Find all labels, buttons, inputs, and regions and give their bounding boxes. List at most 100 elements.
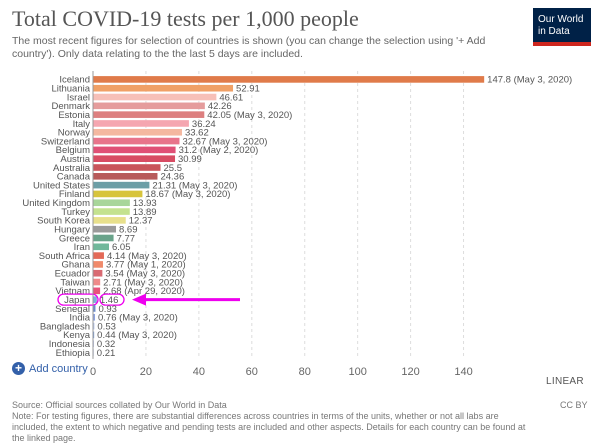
value-label: 7.77 [117,233,136,244]
value-label: 0.76 (May 3, 2020) [98,313,178,324]
category-label: Vietnam [55,286,90,297]
value-label: 33.62 [185,128,209,139]
bar [93,173,158,180]
x-tick-label: 100 [348,366,366,378]
bar [93,111,205,118]
bar [93,243,110,251]
bar [93,199,130,207]
category-label: Israel [67,92,90,103]
bar [93,146,176,154]
value-label: 42.05 (May 3, 2020) [207,110,292,121]
chart-source: Source: Official sources collated by Our… [12,400,532,444]
chart-subtitle: The most recent figures for selection of… [12,35,486,60]
bar [93,137,180,145]
category-label: South Africa [39,251,91,262]
bar [93,322,95,330]
value-label: 0.32 [97,339,116,350]
value-label: 2.68 (Apr 29, 2020) [103,286,185,297]
owid-logo[interactable]: Our World in Data [533,8,591,46]
value-label: 13.89 [133,207,157,218]
bar [93,305,96,312]
category-label: Switzerland [41,136,90,147]
category-label: United Kingdom [22,198,90,209]
bar [93,331,95,339]
category-label: United States [33,180,90,191]
bar [93,313,96,321]
logo-line-1: Our World [538,14,584,25]
highlight-arrow-head [132,293,146,306]
value-label: 25.5 [163,163,182,174]
value-label: 30.99 [178,154,202,165]
value-label: 0.93 [98,304,117,315]
bar [93,225,116,233]
highlight-ring [99,293,125,306]
bar [93,128,182,136]
value-label: 21.31 (May 3, 2020) [152,180,237,191]
bar [93,120,189,127]
value-label: 6.05 [112,242,130,253]
bar [93,93,217,101]
add-country-button[interactable]: + Add country [12,362,88,375]
bar [93,208,130,215]
category-label: Denmark [51,101,90,112]
category-label: Estonia [58,110,90,121]
value-label: 36.24 [192,119,216,130]
value-label: 0.44 (May 3, 2020) [97,330,177,341]
category-label: Hungary [54,224,90,235]
value-label: 18.67 (May 3, 2020) [145,189,230,200]
highlight-ring [57,293,99,306]
category-label: Italy [73,119,91,130]
bar [93,261,103,268]
value-label: 3.54 (May 3, 2020) [105,269,185,280]
value-label: 52.91 [236,84,260,95]
x-tick-label: 140 [454,366,472,378]
plus-icon: + [12,362,25,375]
bar [93,76,485,83]
value-label: 0.53 [97,321,116,332]
category-label: Taiwan [60,277,90,288]
value-label: 8.69 [119,224,138,235]
bar [93,190,143,198]
bar [93,234,114,242]
bar-chart: 0 20 40 60 80 100 120 140 Iceland 147.8 (May 3, 2… [22,71,572,378]
category-label: Ghana [61,260,90,271]
value-label: 12.37 [129,216,153,227]
category-label: Lithuania [51,84,90,95]
value-label: 3.77 (May 1, 2020) [106,260,186,271]
category-label: Ecuador [55,269,90,280]
license-link[interactable]: CC BY [560,400,588,410]
bar [93,296,97,303]
category-label: Iceland [59,75,90,86]
category-label: Indonesia [49,339,91,350]
category-label: Turkey [61,207,90,218]
bar [93,181,150,189]
value-label: 147.8 (May 3, 2020) [487,75,572,86]
category-label: Australia [53,163,91,174]
value-label: 42.26 [208,101,232,112]
value-label: 46.61 [219,92,243,103]
category-label: Norway [58,128,90,139]
value-label: 1.46 [100,295,119,306]
bar [93,155,176,162]
bar [93,252,104,259]
value-label: 13.93 [133,198,157,209]
category-label: India [69,313,90,324]
category-label: Japan [64,295,90,306]
value-label: 24.36 [160,172,184,183]
category-label: Canada [57,172,91,183]
value-label: 31.2 (May 2, 2020) [179,145,259,156]
scale-toggle-button[interactable]: LINEAR [546,376,584,387]
category-label: Bangladesh [40,321,90,332]
category-label: South Korea [37,216,91,227]
value-label: 32.67 (May 3, 2020) [182,136,267,147]
x-tick-label: 120 [401,366,419,378]
category-label: Kenya [63,330,91,341]
category-label: Finland [59,189,90,200]
bar [93,287,101,295]
category-label: Iran [74,242,90,253]
category-label: Austria [60,154,90,165]
x-tick-label: 20 [140,366,152,378]
x-tick-label: 80 [299,366,311,378]
value-label: 0.21 [97,348,116,359]
category-label: Belgium [56,145,90,156]
